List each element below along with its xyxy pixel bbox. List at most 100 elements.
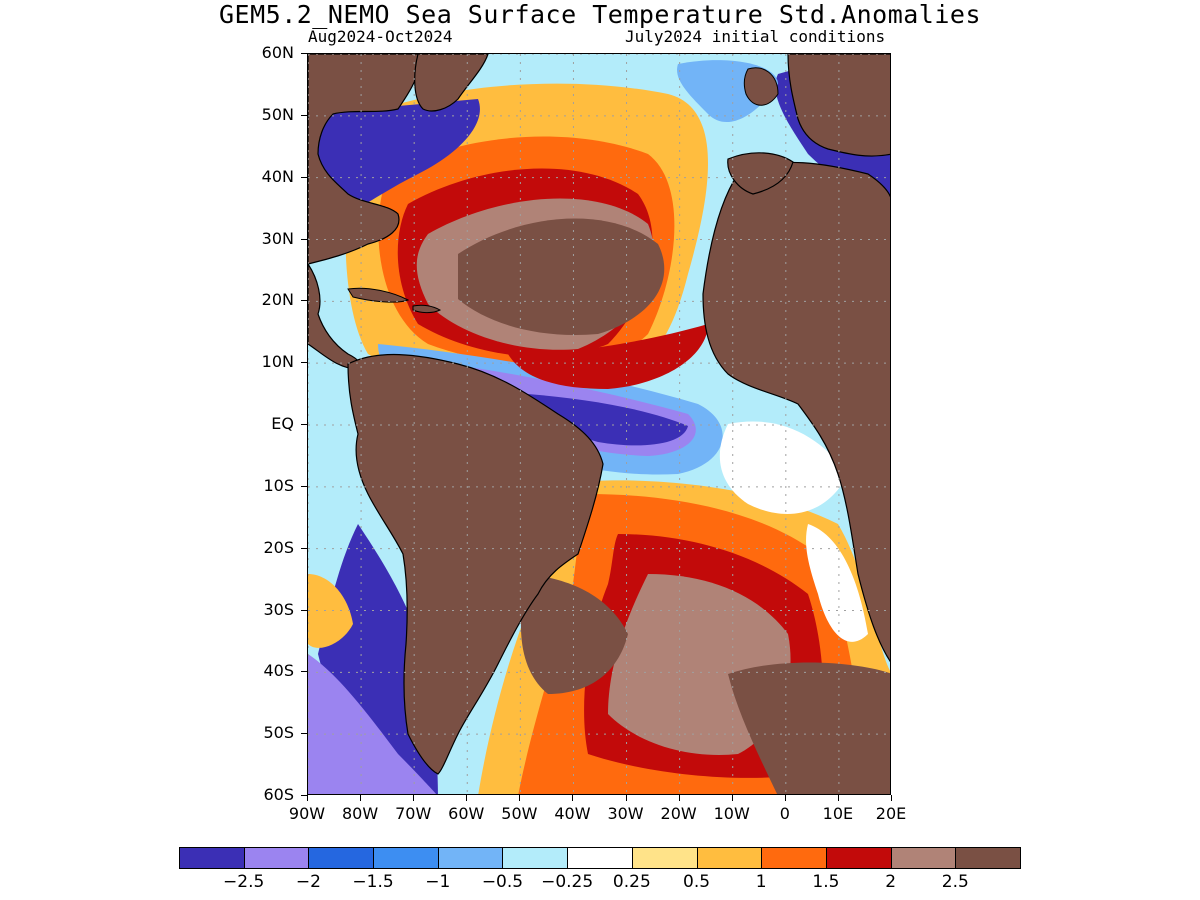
- lon-tick: [731, 795, 733, 801]
- graticule: [308, 54, 890, 794]
- anomaly-cool-southwest: [308, 654, 437, 794]
- land-british-isles: [743, 67, 779, 106]
- colorbar-label: −2: [295, 872, 321, 892]
- anomaly-warm-southwest: [308, 574, 353, 648]
- land-central-america: [308, 262, 361, 370]
- lon-tick: [413, 795, 415, 801]
- colorbar-swatch: [696, 847, 763, 869]
- lat-tick: [301, 547, 307, 549]
- anomaly-neutral-gulf-guinea: [719, 421, 848, 514]
- anomaly-max-south-atlantic: [520, 574, 628, 694]
- sst-anomaly-map: [308, 54, 890, 794]
- land-europe: [787, 54, 890, 157]
- colorbar-label: 1.5: [812, 872, 840, 892]
- colorbar-swatch: [890, 847, 957, 869]
- lon-tick: [466, 795, 468, 801]
- lon-label: 60W: [448, 804, 485, 823]
- lat-label: 10N: [261, 352, 294, 372]
- lat-label: 50S: [263, 723, 294, 743]
- lat-tick: [301, 114, 307, 116]
- lon-label: 10W: [713, 804, 750, 823]
- lat-label: 40S: [263, 661, 294, 681]
- colorbar-label: −1: [425, 872, 451, 892]
- colorbar-swatch: [308, 847, 375, 869]
- lat-tick: [301, 424, 307, 425]
- colorbar: [179, 847, 1021, 869]
- colorbar-label: 0.5: [683, 872, 711, 892]
- lon-label: 40W: [554, 804, 591, 823]
- colorbar-label: 2: [885, 872, 897, 892]
- anomaly-red-tropical-north: [508, 324, 708, 389]
- colorbar-swatch: [955, 847, 1021, 869]
- land-iberia: [727, 152, 794, 195]
- lat-label: EQ: [271, 414, 294, 433]
- lat-label: 40N: [261, 166, 294, 186]
- lat-label: 60S: [263, 785, 294, 804]
- colorbar-swatch: [567, 847, 633, 869]
- anomaly-fields: [308, 60, 890, 794]
- lat-tick: [301, 671, 307, 673]
- colorbar-label: −1.5: [352, 872, 394, 892]
- lat-label: 60N: [261, 43, 294, 62]
- lon-label: 80W: [341, 804, 379, 823]
- lon-label: 30W: [607, 804, 644, 823]
- lat-tick: [301, 609, 307, 611]
- lon-label: 20W: [660, 804, 697, 823]
- colorbar-label: −0.25: [541, 872, 594, 892]
- colorbar-label: 0.25: [612, 872, 651, 892]
- colorbar-label: −0.5: [481, 872, 524, 892]
- colorbar-swatch: [825, 847, 892, 869]
- colorbar-swatch: [179, 847, 245, 869]
- land-cuba: [347, 287, 410, 303]
- lon-tick: [891, 795, 892, 801]
- lat-tick: [301, 300, 307, 302]
- colorbar-swatch: [761, 847, 827, 869]
- lon-tick: [519, 795, 521, 801]
- land-masses: [308, 54, 890, 775]
- forecast-period: Aug2024-Oct2024: [308, 27, 453, 46]
- lon-tick: [837, 795, 839, 801]
- colorbar-label: 2.5: [941, 872, 969, 892]
- lat-tick: [301, 733, 307, 735]
- anomaly-max-southeast: [728, 662, 890, 794]
- lon-tick: [784, 795, 786, 801]
- lon-label: 70W: [395, 804, 432, 823]
- lat-tick: [301, 176, 307, 178]
- map-frame: [307, 53, 891, 795]
- land-labrador: [414, 54, 489, 112]
- lat-label: 50N: [261, 104, 294, 124]
- colorbar-swatch: [437, 847, 504, 869]
- initial-conditions: July2024 initial conditions: [625, 27, 886, 46]
- land-hispaniola: [412, 304, 442, 314]
- lat-label: 30S: [263, 599, 294, 619]
- land-north-america: [308, 54, 420, 265]
- colorbar-swatch: [373, 847, 439, 869]
- anomaly-very-cold-equator: [528, 394, 688, 446]
- lat-tick: [301, 53, 307, 54]
- lon-tick: [572, 795, 574, 801]
- land-south-america: [347, 353, 604, 775]
- colorbar-swatch: [502, 847, 569, 869]
- lat-tick: [301, 238, 307, 240]
- anomaly-white-benguela: [806, 524, 868, 642]
- lon-label: 0: [779, 804, 790, 823]
- lat-label: 20N: [261, 290, 294, 310]
- lat-tick: [301, 362, 307, 364]
- chart-title: GEM5.2_NEMO Sea Surface Temperature Std.…: [218, 0, 981, 29]
- anomaly-max-north-atlantic: [458, 218, 665, 335]
- colorbar-label: −2.5: [223, 872, 265, 892]
- lon-label: 10E: [822, 804, 854, 823]
- lat-label: 30N: [261, 228, 294, 248]
- lat-label: 20S: [263, 537, 294, 557]
- colorbar-label: 1: [755, 872, 767, 892]
- colorbar-swatch: [243, 847, 310, 869]
- lon-tick: [625, 795, 627, 801]
- lon-label: 20E: [875, 804, 907, 823]
- land-africa: [702, 161, 890, 663]
- colorbar-swatch: [631, 847, 698, 869]
- lat-label: 10S: [263, 475, 294, 495]
- lon-tick: [678, 795, 680, 801]
- lon-tick: [307, 795, 308, 801]
- lat-tick: [301, 485, 307, 487]
- lon-label: 90W: [288, 804, 326, 823]
